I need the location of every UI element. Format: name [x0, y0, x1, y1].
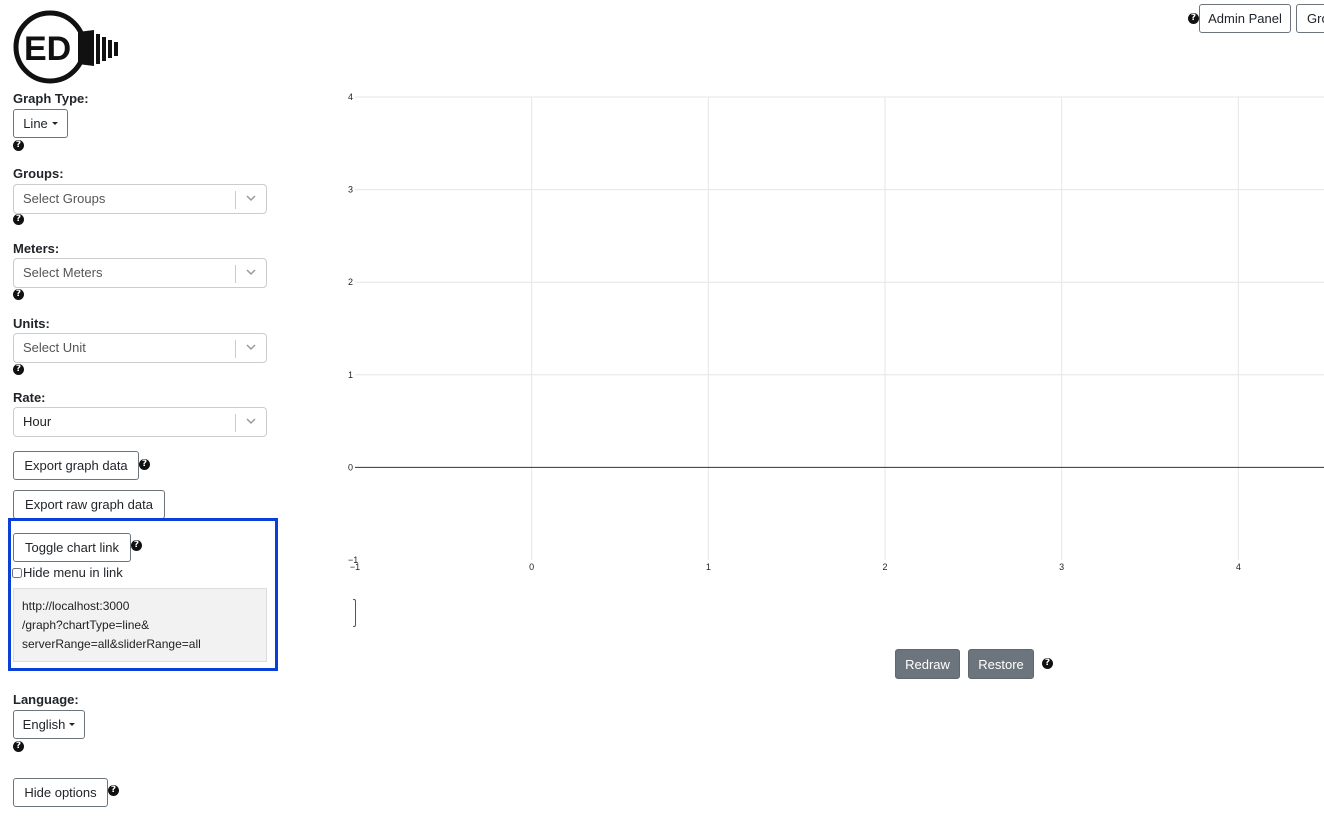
select-separator: [235, 191, 236, 209]
y-tick-label: −1: [348, 555, 358, 565]
language-dropdown[interactable]: English: [13, 710, 85, 739]
x-tick-label: 2: [882, 562, 887, 572]
x-tick-label: 0: [529, 562, 534, 572]
link-line: /graph?chartType=line&: [22, 618, 150, 632]
x-tick-label: −1: [350, 562, 360, 572]
help-icon[interactable]: ?: [13, 140, 24, 151]
help-icon[interactable]: ?: [108, 785, 119, 796]
meters-placeholder: Select Meters: [23, 265, 103, 280]
y-tick-label: 2: [348, 277, 353, 287]
help-icon[interactable]: ?: [1042, 658, 1053, 669]
groups-label: Groups:: [13, 166, 64, 181]
range-slider-handle[interactable]: [353, 599, 356, 627]
rate-value: Hour: [23, 414, 52, 429]
units-select[interactable]: Select Unit: [13, 333, 267, 363]
restore-button[interactable]: Restore: [968, 649, 1034, 679]
hide-menu-checkbox[interactable]: [12, 567, 22, 578]
meters-select[interactable]: Select Meters: [13, 258, 267, 288]
rate-label: Rate:: [13, 390, 46, 405]
link-line: http://localhost:3000: [22, 599, 130, 613]
x-tick-label: 4: [1236, 562, 1241, 572]
chevron-down-icon: [246, 418, 256, 425]
chart-link-text[interactable]: http://localhost:3000 /graph?chartType=l…: [13, 588, 267, 662]
y-tick-label: 4: [348, 92, 353, 102]
help-icon[interactable]: ?: [139, 459, 150, 470]
groups-placeholder: Select Groups: [23, 191, 106, 206]
link-line: serverRange=all&sliderRange=all: [22, 637, 201, 651]
caret-down-icon: [69, 723, 76, 726]
chevron-down-icon: [246, 269, 256, 276]
groups-select[interactable]: Select Groups: [13, 184, 267, 214]
y-tick-label: 3: [348, 185, 353, 195]
help-icon[interactable]: ?: [13, 214, 24, 225]
help-icon[interactable]: ?: [13, 289, 24, 300]
redraw-button[interactable]: Redraw: [895, 649, 960, 679]
units-placeholder: Select Unit: [23, 340, 86, 355]
help-icon[interactable]: ?: [131, 540, 142, 551]
export-graph-data-button[interactable]: Export graph data: [13, 451, 139, 480]
export-raw-graph-data-button[interactable]: Export raw graph data: [13, 490, 165, 519]
caret-down-icon: [51, 122, 58, 125]
app-logo: ED: [12, 10, 124, 86]
language-label: Language:: [13, 692, 79, 707]
help-icon[interactable]: ?: [13, 741, 24, 752]
hide-options-button[interactable]: Hide options: [13, 778, 108, 807]
y-tick-label: 1: [348, 370, 353, 380]
hide-menu-label: Hide menu in link: [23, 565, 123, 580]
rate-select[interactable]: Hour: [13, 407, 267, 437]
y-tick-label: 0: [348, 462, 353, 472]
language-value: English: [22, 717, 66, 732]
chevron-down-icon: [246, 195, 256, 202]
select-separator: [235, 340, 236, 358]
chart-link-highlight: [8, 518, 278, 671]
hide-menu-option[interactable]: Hide menu in link: [12, 565, 123, 580]
graph-type-value: Line: [23, 116, 48, 131]
select-separator: [235, 414, 236, 432]
groups-nav-button[interactable]: Gro: [1296, 4, 1324, 33]
line-chart[interactable]: 4 3 2 1 0 −1−1 0 1 2 3 4: [330, 85, 1324, 580]
graph-type-label: Graph Type:: [13, 91, 89, 106]
x-tick-label: 3: [1059, 562, 1064, 572]
select-separator: [235, 265, 236, 283]
chevron-down-icon: [246, 344, 256, 351]
logo-text: ED: [24, 30, 71, 68]
toggle-chart-link-button[interactable]: Toggle chart link: [13, 533, 131, 562]
help-icon[interactable]: ?: [13, 364, 24, 375]
help-icon[interactable]: ?: [1188, 13, 1199, 24]
meters-label: Meters:: [13, 241, 60, 256]
graph-type-dropdown[interactable]: Line: [13, 109, 68, 138]
admin-panel-button[interactable]: Admin Panel: [1199, 4, 1291, 33]
x-tick-label: 1: [706, 562, 711, 572]
units-label: Units:: [13, 316, 50, 331]
